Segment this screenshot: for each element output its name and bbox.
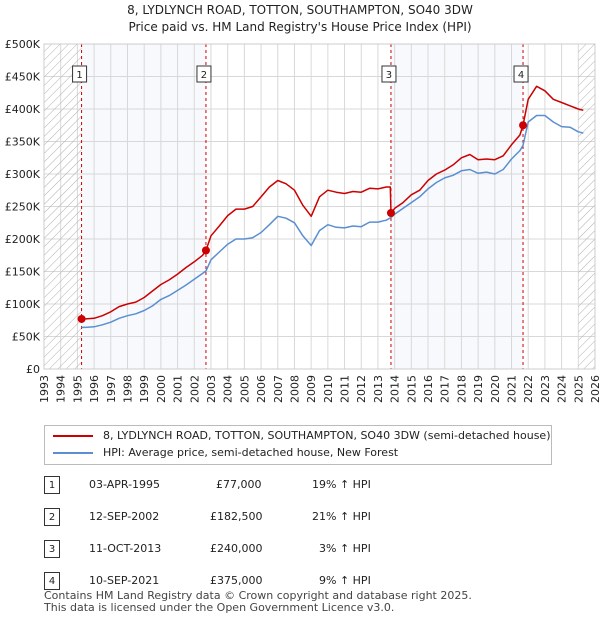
sale-date: 12-SEP-2002 xyxy=(89,510,160,523)
sale-point xyxy=(519,121,528,130)
property-price-line xyxy=(81,85,584,320)
sale-hpi-diff: 19% ↑ HPI xyxy=(312,478,371,491)
sale-marker-box xyxy=(513,65,529,83)
x-tick-label: 2005 xyxy=(238,375,251,403)
legend-swatch-hpi xyxy=(53,452,93,454)
x-tick-label: 2022 xyxy=(522,375,535,403)
y-tick-label: £400K xyxy=(5,103,41,116)
sale-row: 4 10-SEP-2021 £375,000 9% ↑ HPI xyxy=(44,572,564,590)
sale-point xyxy=(201,246,210,255)
sale-hpi-diff: 3% ↑ HPI xyxy=(319,542,371,555)
x-tick-label: 2013 xyxy=(372,375,385,403)
y-tick-label: £500K xyxy=(5,38,41,51)
sale-hpi-diff: 9% ↑ HPI xyxy=(319,574,371,587)
x-tick-label: 2017 xyxy=(439,375,452,403)
x-tick-label: 2000 xyxy=(155,375,168,403)
no-data-hatch xyxy=(44,44,82,369)
y-tick-label: £350K xyxy=(5,136,41,149)
y-tick-label: £300K xyxy=(5,168,41,181)
x-tick-label: 2012 xyxy=(355,375,368,403)
y-tick-label: £50K xyxy=(12,331,41,344)
x-tick-label: 2002 xyxy=(188,375,201,403)
x-tick-label: 2001 xyxy=(172,375,185,403)
chart-title-line2: Price paid vs. HM Land Registry's House … xyxy=(128,20,472,34)
x-tick-label: 2023 xyxy=(539,375,552,403)
x-tick-label: 1995 xyxy=(71,375,84,403)
x-tick-label: 2026 xyxy=(589,375,600,403)
legend-item-property: 8, LYDLYNCH ROAD, TOTTON, SOUTHAMPTON, S… xyxy=(53,428,550,444)
x-tick-label: 1994 xyxy=(55,375,68,403)
footer-attribution: Contains HM Land Registry data © Crown c… xyxy=(44,590,472,614)
sale-date: 11-OCT-2013 xyxy=(89,542,162,555)
footer-copyright: Contains HM Land Registry data © Crown c… xyxy=(44,589,472,602)
sale-marker-box xyxy=(196,65,212,83)
legend-label-hpi: HPI: Average price, semi-detached house,… xyxy=(103,446,399,459)
sale-marker-box xyxy=(72,65,88,83)
sale-number-badge: 4 xyxy=(44,572,60,590)
x-tick-label: 2003 xyxy=(205,375,218,403)
chart-title-line1: 8, LYDLYNCH ROAD, TOTTON, SOUTHAMPTON, S… xyxy=(127,3,473,17)
x-tick-label: 2008 xyxy=(288,375,301,403)
x-tick-label: 1999 xyxy=(138,375,151,403)
x-tick-label: 2015 xyxy=(405,375,418,403)
footer-licence: This data is licensed under the Open Gov… xyxy=(44,601,395,614)
sale-price: £240,000 xyxy=(210,542,263,555)
sale-row: 1 03-APR-1995 £77,000 19% ↑ HPI xyxy=(44,476,564,494)
sale-marker-box xyxy=(381,65,397,83)
x-tick-label: 2020 xyxy=(489,375,502,403)
sale-price: £77,000 xyxy=(216,478,262,491)
y-tick-label: £150K xyxy=(5,266,41,279)
x-tick-label: 2006 xyxy=(255,375,268,403)
sale-number-badge: 2 xyxy=(44,508,60,526)
sale-marker-label: 4 xyxy=(518,70,524,81)
x-tick-label: 1993 xyxy=(38,375,51,403)
x-tick-label: 2021 xyxy=(506,375,519,403)
x-tick-label: 1998 xyxy=(121,375,134,403)
sale-hpi-diff: 21% ↑ HPI xyxy=(312,510,371,523)
sale-row: 3 11-OCT-2013 £240,000 3% ↑ HPI xyxy=(44,540,564,558)
sale-row: 2 12-SEP-2002 £182,500 21% ↑ HPI xyxy=(44,508,564,526)
plot-border xyxy=(43,43,596,370)
y-tick-label: £450K xyxy=(5,71,41,84)
x-tick-label: 2018 xyxy=(455,375,468,403)
hpi-line xyxy=(81,114,584,329)
x-tick-label: 1997 xyxy=(105,375,118,403)
y-tick-label: £250K xyxy=(5,201,41,214)
x-tick-label: 2010 xyxy=(322,375,335,403)
legend-item-hpi: HPI: Average price, semi-detached house,… xyxy=(53,445,398,461)
chart-legend: 8, LYDLYNCH ROAD, TOTTON, SOUTHAMPTON, S… xyxy=(44,425,552,465)
x-tick-label: 2011 xyxy=(339,375,352,403)
x-tick-label: 2014 xyxy=(389,375,402,403)
sale-point xyxy=(77,314,86,323)
sale-point xyxy=(386,209,395,217)
sale-date: 10-SEP-2021 xyxy=(89,574,160,587)
legend-label-property: 8, LYDLYNCH ROAD, TOTTON, SOUTHAMPTON, S… xyxy=(103,429,551,442)
x-tick-label: 2016 xyxy=(422,375,435,403)
y-tick-label: £100K xyxy=(5,298,41,311)
sale-date: 03-APR-1995 xyxy=(89,478,161,491)
no-data-hatch xyxy=(578,44,595,369)
x-tick-label: 2009 xyxy=(305,375,318,403)
x-tick-label: 2004 xyxy=(222,375,235,403)
x-tick-label: 1996 xyxy=(88,375,101,403)
sale-number-badge: 1 xyxy=(44,476,60,494)
sale-marker-label: 3 xyxy=(386,70,392,81)
sale-number-badge: 3 xyxy=(44,540,60,558)
sale-marker-label: 1 xyxy=(76,70,82,81)
sale-price: £182,500 xyxy=(210,510,263,523)
x-tick-label: 2007 xyxy=(272,375,285,403)
x-tick-label: 2019 xyxy=(472,375,485,403)
y-tick-label: £0 xyxy=(26,363,40,376)
legend-swatch-property xyxy=(53,435,93,437)
x-tick-label: 2025 xyxy=(572,375,585,403)
chart-title: 8, LYDLYNCH ROAD, TOTTON, SOUTHAMPTON, S… xyxy=(0,2,600,36)
price-chart: 1 2 3 4 £0 £50K £100K £150K £200K £250K £300K £350… xyxy=(5,38,600,403)
x-tick-label: 2024 xyxy=(556,375,569,403)
y-tick-label: £200K xyxy=(5,233,41,246)
sale-price: £375,000 xyxy=(210,574,263,587)
sale-marker-label: 2 xyxy=(201,70,207,81)
